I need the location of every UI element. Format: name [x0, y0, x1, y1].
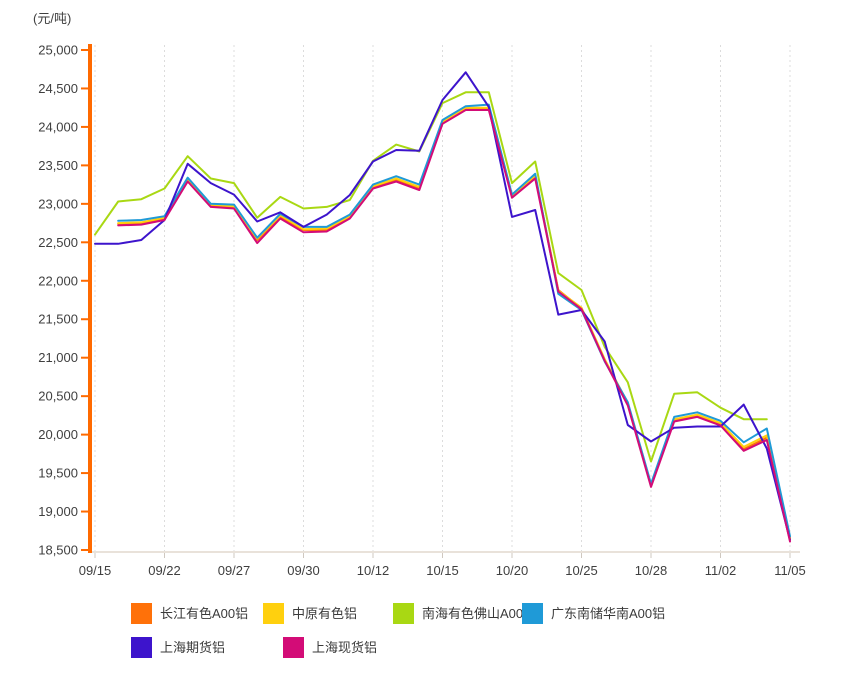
legend-series-label: 上海期货铝	[160, 640, 226, 655]
x-axis-tick-label: 09/27	[218, 563, 251, 578]
legend-color-swatch	[283, 637, 304, 658]
legend-series-label: 上海现货铝	[312, 640, 378, 655]
y-axis-tick-label: 21,000	[38, 350, 78, 365]
legend-series-label: 南海有色佛山A00铝	[422, 606, 537, 621]
series-line-2	[94, 91, 768, 463]
x-axis-tick-label: 10/25	[565, 563, 598, 578]
series-line-1	[117, 106, 791, 539]
y-axis-tick-label: 20,500	[38, 389, 78, 404]
x-axis-tick-label: 09/15	[79, 563, 112, 578]
y-axis-tick-label: 24,500	[38, 81, 78, 96]
legend-color-swatch	[131, 603, 152, 624]
legend-color-swatch	[131, 637, 152, 658]
x-axis-tick-label: 10/12	[357, 563, 390, 578]
series-line-4	[94, 71, 791, 541]
y-axis-tick-label: 22,000	[38, 273, 78, 288]
series-line-5	[117, 109, 791, 543]
y-axis-tick-label: 21,500	[38, 312, 78, 327]
x-axis-tick-label: 09/30	[287, 563, 320, 578]
y-axis-tick-label: 25,000	[38, 43, 78, 58]
legend-color-swatch	[522, 603, 543, 624]
legend-series-label: 广东南储华南A00铝	[551, 606, 666, 621]
y-axis-unit-label: (元/吨)	[33, 11, 72, 26]
x-axis-tick-label: 10/15	[426, 563, 459, 578]
legend-color-swatch	[393, 603, 414, 624]
series-line-0	[117, 107, 791, 541]
x-axis-tick-label: 11/02	[705, 563, 737, 578]
y-axis-tick-label: 23,500	[38, 158, 78, 173]
y-axis-tick-label: 18,500	[38, 543, 78, 558]
y-axis-tick-label: 20,000	[38, 427, 78, 442]
y-axis-tick-label: 23,000	[38, 196, 78, 211]
legend-color-swatch	[263, 603, 284, 624]
x-axis-tick-label: 09/22	[148, 563, 181, 578]
legend-series-label: 长江有色A00铝	[160, 606, 249, 621]
y-axis-tick-label: 19,000	[38, 504, 78, 519]
x-axis-tick-label: 10/20	[496, 563, 529, 578]
legend-series-label: 中原有色铝	[292, 606, 358, 621]
x-axis-tick-label: 10/28	[635, 563, 668, 578]
x-axis-tick-label: 11/05	[774, 563, 806, 578]
y-axis-tick-label: 19,500	[38, 466, 78, 481]
y-axis-tick-label: 22,500	[38, 235, 78, 250]
series-line-3	[117, 103, 791, 538]
y-axis-tick-label: 24,000	[38, 119, 78, 134]
